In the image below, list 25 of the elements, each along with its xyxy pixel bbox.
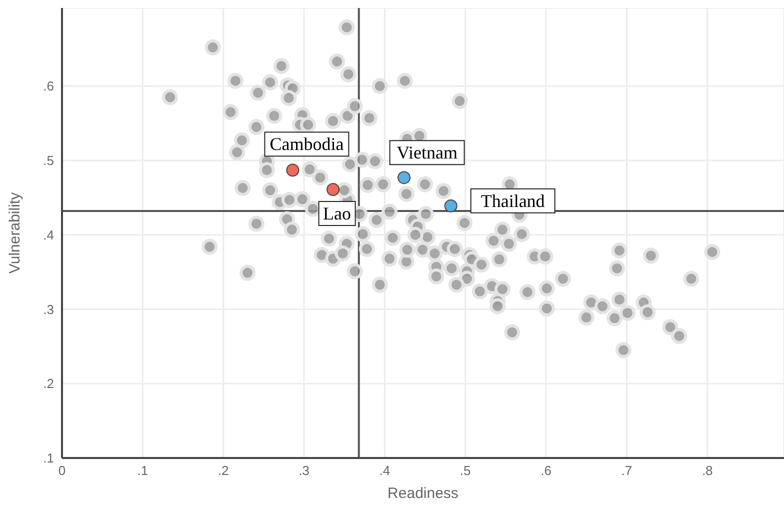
- x-tick-label: .1: [137, 463, 148, 478]
- x-tick-label: .3: [298, 463, 310, 478]
- x-tick-label: .2: [218, 463, 229, 478]
- y-axis-title: Vulnerability: [6, 192, 24, 274]
- point: [398, 171, 411, 184]
- point: [326, 182, 340, 196]
- x-tick-label: .6: [540, 463, 552, 478]
- y-tick-label: .6: [43, 78, 54, 94]
- y-tick-label: .2: [43, 376, 54, 392]
- x-tick-label: .8: [702, 463, 713, 478]
- annotation: Thailand: [480, 190, 545, 211]
- x-tick-label: .4: [379, 463, 390, 478]
- point: [286, 164, 300, 177]
- x-tick-label: 0: [58, 463, 66, 478]
- x-tick-label: .5: [460, 463, 471, 478]
- y-tick-label: .4: [43, 227, 54, 242]
- y-tick-label: .1: [43, 450, 54, 466]
- point: [444, 199, 458, 212]
- y-tick-label: .3: [43, 302, 54, 317]
- annotation: Lao: [323, 203, 352, 224]
- annotation: Cambodia: [270, 134, 344, 154]
- x-axis-title: Readiness: [388, 485, 458, 502]
- y-tick-label: .5: [43, 153, 54, 168]
- x-tick-label: .7: [621, 463, 632, 478]
- annotation: Vietnam: [396, 142, 458, 163]
